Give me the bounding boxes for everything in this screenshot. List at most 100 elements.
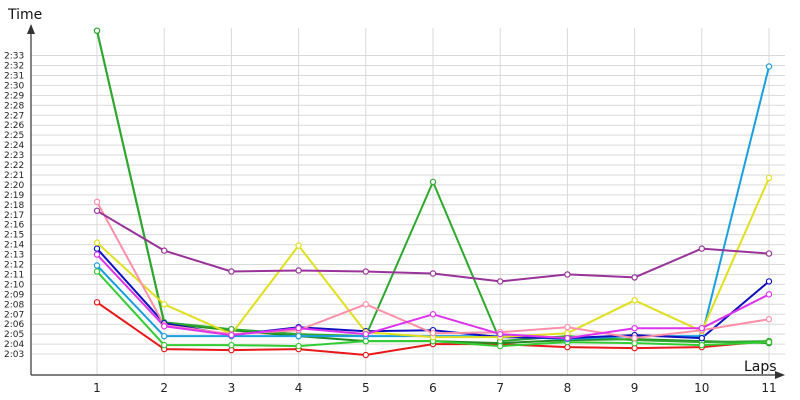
y-tick-label: 2:06 <box>4 320 24 330</box>
y-tick-label: 2:04 <box>4 340 24 350</box>
y-tick-label: 2:16 <box>4 221 24 231</box>
y-tick-label: 2:30 <box>4 81 24 91</box>
data-point <box>765 63 773 70</box>
y-tick-label: 2:08 <box>4 300 24 310</box>
data-point <box>93 27 101 34</box>
data-point <box>429 270 437 277</box>
y-tick-label: 2:29 <box>4 91 24 101</box>
x-tick-label: 8 <box>564 381 572 395</box>
y-tick-label: 2:18 <box>4 201 24 211</box>
data-point <box>295 267 302 274</box>
grid <box>31 28 785 375</box>
y-tick-label: 2:14 <box>4 241 24 251</box>
data-point <box>295 332 302 340</box>
data-point <box>160 301 168 308</box>
x-tick-label: 11 <box>761 381 776 395</box>
x-tick-label: 1 <box>93 381 101 395</box>
data-point <box>765 250 773 257</box>
data-point <box>631 334 638 342</box>
data-point <box>765 278 773 285</box>
axes <box>27 24 785 379</box>
data-point <box>228 268 235 275</box>
data-point <box>93 262 101 269</box>
data-point <box>429 311 437 318</box>
data-point <box>295 342 302 350</box>
y-tick-label: 2:33 <box>4 52 24 62</box>
data-point <box>564 323 571 331</box>
data-point <box>631 274 638 281</box>
x-tick-label: 2 <box>160 381 168 395</box>
data-point <box>497 342 504 350</box>
y-tick-label: 2:05 <box>4 330 24 340</box>
y-tick-label: 2:31 <box>4 71 24 81</box>
y-tick-label: 2:17 <box>4 211 24 221</box>
data-point <box>765 316 773 323</box>
data-point <box>362 268 369 275</box>
data-point <box>765 338 773 346</box>
data-point <box>698 334 706 342</box>
series-points <box>93 27 773 359</box>
y-tick-label: 2:32 <box>4 62 24 72</box>
y-tick-label: 2:24 <box>4 141 24 151</box>
y-tick-label: 2:22 <box>4 161 24 171</box>
y-tick-label: 2:21 <box>4 171 24 181</box>
data-point <box>93 198 101 206</box>
x-tick-label: 3 <box>228 381 236 395</box>
y-axis-arrow <box>27 24 35 34</box>
data-point <box>228 331 235 339</box>
x-tick-label: 4 <box>295 381 303 395</box>
data-point <box>631 297 638 304</box>
y-axis-title: Time <box>7 7 42 23</box>
y-tick-label: 2:23 <box>4 151 24 161</box>
data-point <box>228 341 235 349</box>
data-point <box>497 330 504 338</box>
data-point <box>362 351 369 359</box>
y-tick-label: 2:19 <box>4 191 24 201</box>
data-point <box>160 332 168 340</box>
data-point <box>93 268 101 275</box>
data-point <box>93 239 101 246</box>
y-tick-label: 2:28 <box>4 101 24 111</box>
data-point <box>93 245 101 252</box>
x-tick-label: 6 <box>429 381 437 395</box>
x-axis-arrow <box>775 371 785 379</box>
y-tick-label: 2:15 <box>4 231 24 241</box>
y-tick-label: 2:25 <box>4 131 24 141</box>
x-tick-label: 10 <box>694 381 709 395</box>
y-tick-label: 2:20 <box>4 181 24 191</box>
data-point <box>93 251 101 258</box>
y-tick-label: 2:09 <box>4 290 24 300</box>
y-tick-label: 2:03 <box>4 350 24 360</box>
x-tick-label: 5 <box>362 381 370 395</box>
data-point <box>765 174 773 182</box>
data-point <box>160 247 168 254</box>
data-point <box>93 207 101 214</box>
y-tick-label: 2:27 <box>4 111 24 121</box>
data-point <box>698 324 706 332</box>
y-tick-label: 2:12 <box>4 261 24 271</box>
data-point <box>698 341 706 349</box>
y-tick-label: 2:10 <box>4 280 24 290</box>
data-point <box>698 245 706 252</box>
data-point <box>631 324 638 332</box>
tick-labels: 2:032:042:052:062:072:082:092:102:112:12… <box>4 52 777 395</box>
data-point <box>295 324 302 332</box>
data-point <box>160 322 168 330</box>
data-point <box>362 301 369 308</box>
y-tick-label: 2:11 <box>4 270 24 280</box>
data-point <box>160 341 168 349</box>
data-point <box>564 334 571 342</box>
data-point <box>429 178 437 186</box>
data-point <box>429 329 437 337</box>
y-tick-label: 2:07 <box>4 310 24 320</box>
x-tick-label: 9 <box>631 381 639 395</box>
data-point <box>765 291 773 298</box>
x-axis-title: Laps <box>744 359 777 375</box>
data-point <box>93 299 101 306</box>
y-tick-label: 2:26 <box>4 121 24 131</box>
y-tick-label: 2:13 <box>4 251 24 261</box>
data-point <box>497 278 504 285</box>
x-tick-label: 7 <box>496 381 504 395</box>
data-point <box>564 271 571 278</box>
